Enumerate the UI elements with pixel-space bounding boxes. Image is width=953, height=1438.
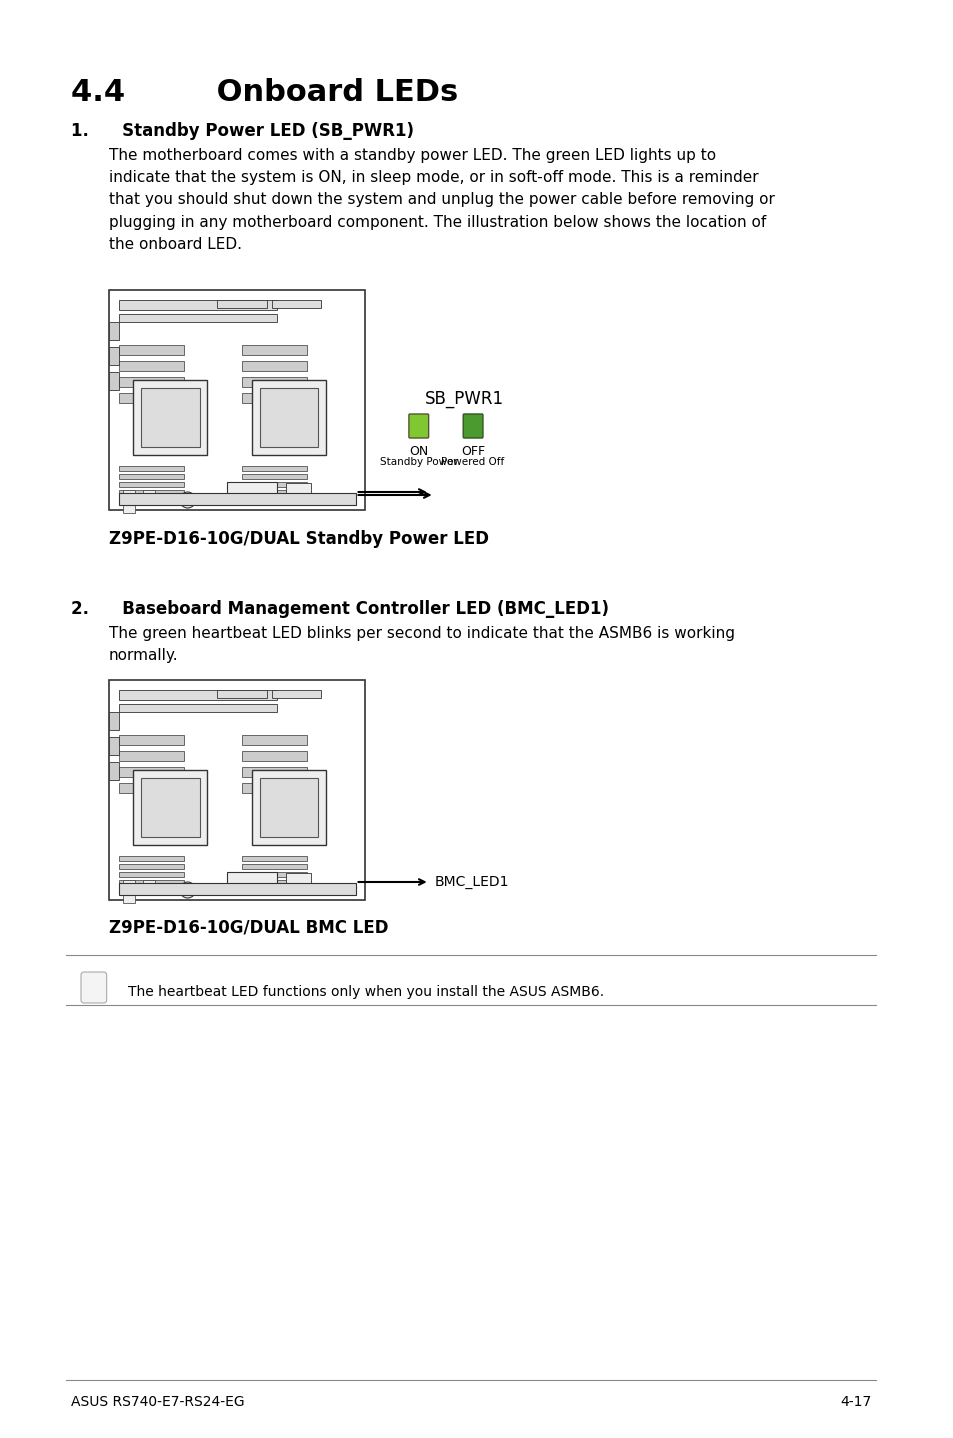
Bar [259,388,317,447]
Text: 4-17: 4-17 [839,1395,870,1409]
Bar [227,871,276,890]
Bar [242,784,307,792]
Bar [242,871,307,877]
Bar [252,380,326,454]
Bar [286,483,311,495]
Text: ASUS RS740-E7-RS24-EG: ASUS RS740-E7-RS24-EG [71,1395,245,1409]
Bar [109,347,118,365]
Bar [118,705,276,712]
Bar [109,322,118,339]
Bar [242,393,307,403]
Text: Standby Power: Standby Power [379,457,457,467]
Text: SB_PWR1: SB_PWR1 [424,390,503,408]
Bar [242,751,307,761]
Text: 4.4   Onboard LEDs: 4.4 Onboard LEDs [71,78,457,106]
Bar [272,690,320,697]
Bar [217,301,267,308]
Text: Powered Off: Powered Off [441,457,504,467]
Bar [118,690,276,700]
Bar [133,380,207,454]
Bar [242,735,307,745]
Bar [118,864,184,869]
Bar [118,735,184,745]
Bar [259,778,317,837]
Bar [242,466,307,472]
Bar [242,475,307,479]
Bar [133,769,207,846]
Bar [118,482,184,487]
Bar [242,490,307,495]
Bar [118,498,184,503]
FancyBboxPatch shape [463,414,482,439]
Bar [242,482,307,487]
Bar [123,880,135,889]
Bar [109,738,118,755]
Bar [118,889,184,893]
Bar [272,301,320,308]
Bar [118,493,355,505]
Bar [242,856,307,861]
Circle shape [179,492,195,508]
Text: The heartbeat LED functions only when you install the ASUS ASMB6.: The heartbeat LED functions only when yo… [129,985,604,999]
Text: The motherboard comes with a standby power LED. The green LED lights up to
indic: The motherboard comes with a standby pow… [109,148,774,252]
Text: OFF: OFF [460,444,485,457]
Bar [217,690,267,697]
Bar [118,345,184,355]
Bar [123,505,135,513]
Bar [242,864,307,869]
Bar [118,377,184,387]
Bar [123,490,135,498]
Bar [118,784,184,792]
Bar [118,313,276,322]
Text: The green heartbeat LED blinks per second to indicate that the ASMB6 is working
: The green heartbeat LED blinks per secon… [109,626,734,663]
Bar [109,290,365,510]
FancyBboxPatch shape [81,972,107,1002]
Bar [118,883,355,894]
Bar [109,680,365,900]
Bar [143,490,155,498]
Bar [118,393,184,403]
Bar [118,871,184,877]
Bar [242,889,307,893]
Bar [118,880,184,884]
Text: BMC_LED1: BMC_LED1 [435,874,509,889]
Bar [109,762,118,779]
Text: Z9PE-D16-10G/DUAL Standby Power LED: Z9PE-D16-10G/DUAL Standby Power LED [109,531,488,548]
Bar [141,778,199,837]
Bar [109,372,118,390]
Text: Z9PE-D16-10G/DUAL BMC LED: Z9PE-D16-10G/DUAL BMC LED [109,917,388,936]
Bar [242,345,307,355]
Text: ON: ON [409,444,428,457]
Bar [242,880,307,884]
Bar [242,766,307,777]
Bar [242,361,307,371]
Bar [123,894,135,903]
Bar [143,880,155,889]
Bar [118,766,184,777]
Bar [118,301,276,311]
Text: 1.  Standby Power LED (SB_PWR1): 1. Standby Power LED (SB_PWR1) [71,122,414,139]
Bar [141,388,199,447]
Circle shape [179,881,195,897]
Bar [118,751,184,761]
Bar [109,712,118,731]
Bar [286,873,311,884]
Bar [118,361,184,371]
Bar [242,377,307,387]
FancyBboxPatch shape [409,414,428,439]
Bar [118,466,184,472]
Bar [118,490,184,495]
Bar [227,482,276,500]
Bar [118,856,184,861]
Bar [252,769,326,846]
Text: 2.  Baseboard Management Controller LED (BMC_LED1): 2. Baseboard Management Controller LED (… [71,600,608,618]
Bar [118,475,184,479]
Bar [242,498,307,503]
